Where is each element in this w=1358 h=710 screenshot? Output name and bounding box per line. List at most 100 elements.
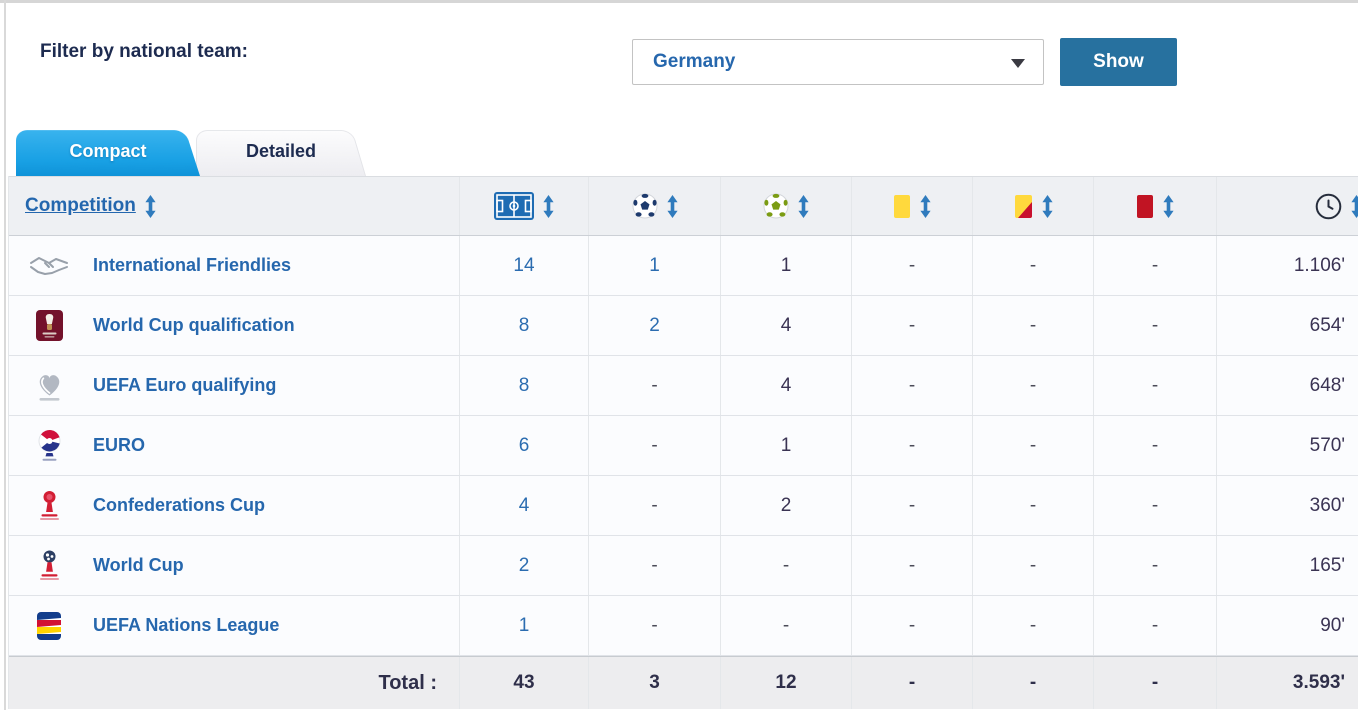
table-row: International Friendlies 14 1 1 - - - 1.… <box>9 236 1358 296</box>
competition-cell: World Cup <box>9 536 459 595</box>
competition-cell: UEFA Euro qualifying <box>9 356 459 415</box>
red-cards-cell: - <box>1093 596 1216 655</box>
sort-icon[interactable] <box>920 194 931 218</box>
goals-cell: - <box>588 596 720 655</box>
page-left-edge <box>4 0 6 710</box>
tab-compact[interactable]: Compact <box>16 126 200 176</box>
second-yellow-cards-cell: - <box>972 476 1093 535</box>
matches-cell[interactable]: 6 <box>459 416 588 475</box>
assists-cell: 4 <box>720 356 851 415</box>
sort-icon[interactable] <box>1351 194 1358 218</box>
yellow-cards-cell: - <box>851 296 972 355</box>
header-assists[interactable] <box>720 177 851 235</box>
matches-cell[interactable]: 8 <box>459 296 588 355</box>
yellow-cards-cell: - <box>851 536 972 595</box>
table-header-row: Competition <box>9 176 1358 236</box>
header-minutes[interactable] <box>1216 177 1358 235</box>
competition-icon <box>27 549 71 582</box>
competition-icon <box>27 369 71 402</box>
red-cards-cell: - <box>1093 416 1216 475</box>
table-row: World Cup 2 - - - - - 165' <box>9 536 1358 596</box>
goals-cell: - <box>588 356 720 415</box>
sort-icon[interactable] <box>543 194 554 218</box>
competition-cell: Confederations Cup <box>9 476 459 535</box>
competition-link[interactable]: World Cup <box>93 555 184 575</box>
assists-cell: - <box>720 536 851 595</box>
yellow-cards-cell: - <box>851 356 972 415</box>
table-row: UEFA Euro qualifying 8 - 4 - - - 648' <box>9 356 1358 416</box>
red-card-icon <box>1136 194 1154 219</box>
sort-icon[interactable] <box>145 194 156 218</box>
show-button[interactable]: Show <box>1060 38 1177 86</box>
header-second-yellow-cards[interactable] <box>972 177 1093 235</box>
matches-cell[interactable]: 2 <box>459 536 588 595</box>
header-goals[interactable] <box>588 177 720 235</box>
minutes-cell: 654' <box>1216 296 1358 355</box>
yellow-cards-cell: - <box>851 416 972 475</box>
total-yellow-cards: - <box>851 657 972 709</box>
header-yellow-cards[interactable] <box>851 177 972 235</box>
red-cards-cell: - <box>1093 236 1216 295</box>
national-team-selected-value: Germany <box>653 51 736 72</box>
yellow-cards-cell: - <box>851 596 972 655</box>
header-red-cards[interactable] <box>1093 177 1216 235</box>
table-total-row: Total : 43 3 12 - - - 3.593' <box>9 656 1358 709</box>
tab-detailed-label: Detailed <box>245 140 317 161</box>
header-matches[interactable] <box>459 177 588 235</box>
filter-label: Filter by national team: <box>40 41 248 62</box>
competition-icon <box>27 429 71 463</box>
minutes-cell: 360' <box>1216 476 1358 535</box>
competition-link[interactable]: Confederations Cup <box>93 495 266 515</box>
table-row: UEFA Nations League 1 - - - - - 90' <box>9 596 1358 656</box>
assists-cell: 1 <box>720 416 851 475</box>
goals-cell: - <box>588 416 720 475</box>
total-minutes: 3.593' <box>1216 657 1358 709</box>
competition-icon <box>27 489 71 522</box>
yellow-card-icon <box>893 194 911 219</box>
matches-cell[interactable]: 14 <box>459 236 588 295</box>
matches-cell[interactable]: 4 <box>459 476 588 535</box>
goals-cell[interactable]: 1 <box>588 236 720 295</box>
competition-icon <box>27 310 71 341</box>
total-second-yellow-cards: - <box>972 657 1093 709</box>
second-yellow-cards-cell: - <box>972 596 1093 655</box>
competition-cell: International Friendlies <box>9 236 459 295</box>
matches-cell[interactable]: 8 <box>459 356 588 415</box>
competition-link[interactable]: World Cup qualification <box>93 315 295 335</box>
header-competition[interactable]: Competition <box>9 177 459 235</box>
competition-cell: UEFA Nations League <box>9 596 459 655</box>
pitch-icon <box>494 192 534 220</box>
sort-icon[interactable] <box>1163 194 1174 218</box>
second-yellow-cards-cell: - <box>972 536 1093 595</box>
sort-icon[interactable] <box>1041 194 1053 218</box>
competition-link[interactable]: UEFA Euro qualifying <box>93 375 277 395</box>
national-team-select[interactable]: Germany <box>632 39 1044 85</box>
competition-link[interactable]: International Friendlies <box>93 255 292 275</box>
competition-link[interactable]: UEFA Nations League <box>93 615 280 635</box>
competition-cell: EURO <box>9 416 459 475</box>
minutes-cell: 90' <box>1216 596 1358 655</box>
total-red-cards: - <box>1093 657 1216 709</box>
goals-cell[interactable]: 2 <box>588 296 720 355</box>
sort-icon[interactable] <box>666 194 678 218</box>
table-body: International Friendlies 14 1 1 - - - 1.… <box>9 236 1358 656</box>
competition-sort-link[interactable]: Competition <box>25 195 136 216</box>
second-yellow-cards-cell: - <box>972 236 1093 295</box>
sort-icon[interactable] <box>798 194 809 218</box>
national-team-stats-table: Competition <box>8 176 1358 709</box>
red-cards-cell: - <box>1093 536 1216 595</box>
ball-green-icon <box>763 193 789 219</box>
second-yellow-cards-cell: - <box>972 296 1093 355</box>
tab-detailed[interactable]: Detailed <box>196 126 366 176</box>
matches-cell[interactable]: 1 <box>459 596 588 655</box>
table-row: Confederations Cup 4 - 2 - - - 360' <box>9 476 1358 536</box>
total-goals: 3 <box>588 657 720 709</box>
filter-bar: Filter by national team: Germany Show <box>8 3 1358 126</box>
minutes-cell: 165' <box>1216 536 1358 595</box>
total-label: Total : <box>378 671 437 694</box>
competition-link[interactable]: EURO <box>93 435 146 455</box>
assists-cell: 2 <box>720 476 851 535</box>
goals-cell: - <box>588 476 720 535</box>
minutes-cell: 570' <box>1216 416 1358 475</box>
tab-compact-label: Compact <box>69 140 147 161</box>
